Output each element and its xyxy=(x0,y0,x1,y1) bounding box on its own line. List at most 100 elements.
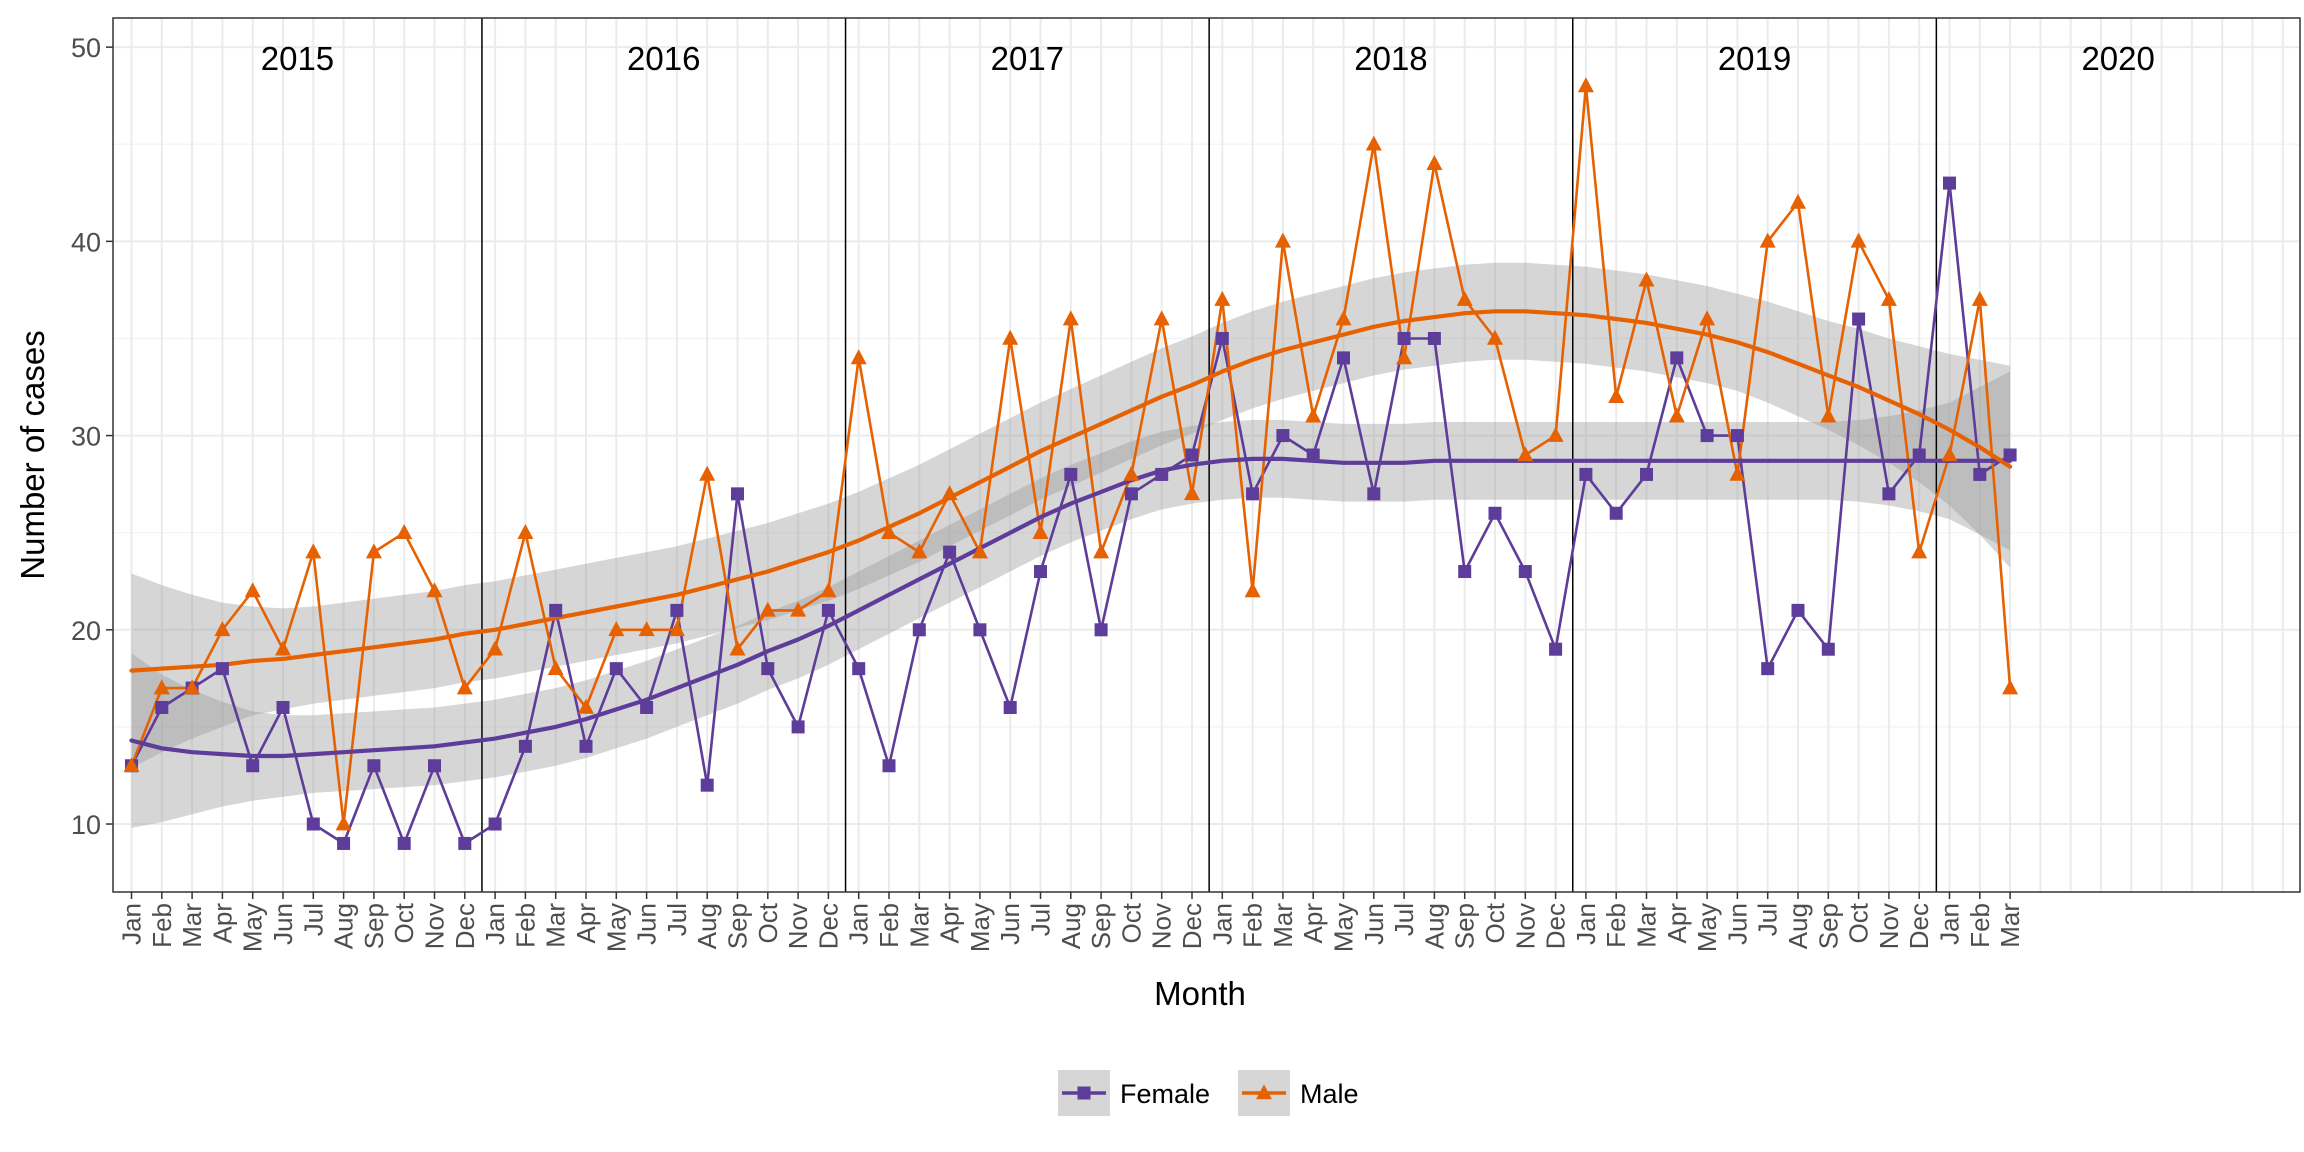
point-male xyxy=(1123,465,1140,481)
point-female xyxy=(1367,487,1381,501)
x-tick-label: Apr xyxy=(207,903,237,944)
point-female xyxy=(155,700,169,714)
x-tick-label: Dec xyxy=(1541,903,1571,949)
facet-label-2018: 2018 xyxy=(1354,40,1427,77)
point-male xyxy=(729,640,746,656)
point-male xyxy=(1214,290,1231,306)
x-tick-label: Oct xyxy=(1480,902,1510,943)
x-tick-label: May xyxy=(1329,903,1359,952)
x-tick-label: Mar xyxy=(904,903,934,948)
point-female xyxy=(1488,506,1502,520)
x-tick-label: Mar xyxy=(1268,903,1298,948)
point-female xyxy=(700,778,714,792)
point-female xyxy=(1943,176,1956,190)
point-male xyxy=(1426,154,1443,170)
x-tick-label: Feb xyxy=(1238,903,1268,948)
point-male xyxy=(1941,446,1958,462)
x-tick-label: Sep xyxy=(359,903,389,949)
point-male xyxy=(668,621,685,637)
point-male xyxy=(790,601,807,617)
point-female xyxy=(1276,429,1290,443)
x-tick-label: Jul xyxy=(662,903,692,936)
point-male xyxy=(1002,329,1019,345)
trend-lines xyxy=(129,309,2013,759)
x-tick-label: Aug xyxy=(329,903,359,949)
facet-label-2020: 2020 xyxy=(2081,40,2154,77)
point-female xyxy=(1549,642,1563,656)
x-tick-label: Jan xyxy=(1207,903,1237,945)
point-male xyxy=(608,621,625,637)
x-tick-label: Feb xyxy=(874,903,904,948)
point-male xyxy=(1911,543,1928,559)
x-tick-label: Apr xyxy=(571,903,601,944)
point-male xyxy=(2002,679,2019,695)
y-tick-label: 10 xyxy=(71,810,101,840)
point-female xyxy=(1306,448,1320,462)
y-axis-title: Number of cases xyxy=(14,330,51,579)
point-female xyxy=(731,487,744,501)
point-male xyxy=(244,582,261,598)
point-male xyxy=(1153,310,1170,326)
facet-label-2015: 2015 xyxy=(261,40,334,77)
legend: Female Male xyxy=(1058,1070,1359,1116)
point-male xyxy=(759,601,776,617)
x-tick-label: Dec xyxy=(450,903,480,949)
point-female xyxy=(1791,603,1805,617)
x-tick-label: Nov xyxy=(420,903,450,949)
point-male xyxy=(426,582,443,598)
x-tick-label: Nov xyxy=(1510,903,1540,949)
x-tick-label: Oct xyxy=(389,902,419,943)
point-female xyxy=(852,662,866,676)
point-male xyxy=(1093,543,1110,559)
x-tick-label: Dec xyxy=(1177,903,1207,949)
x-tick-label: Jun xyxy=(995,903,1025,945)
point-female xyxy=(761,662,775,676)
point-male xyxy=(1547,426,1564,442)
point-male xyxy=(1577,77,1594,93)
x-tick-label: Mar xyxy=(1632,903,1662,948)
point-male xyxy=(396,524,413,539)
point-female xyxy=(1761,662,1775,676)
point-male xyxy=(517,524,534,539)
point-male xyxy=(214,621,231,637)
point-male xyxy=(1517,446,1534,462)
point-male xyxy=(578,698,594,714)
point-female xyxy=(609,662,623,676)
y-tick-label: 50 xyxy=(71,33,101,63)
point-female xyxy=(337,836,351,850)
point-female xyxy=(367,759,381,773)
point-female xyxy=(397,836,411,850)
point-male xyxy=(1820,407,1837,423)
x-tick-label: Apr xyxy=(1662,903,1692,944)
point-male xyxy=(1971,290,1988,306)
point-female xyxy=(1609,506,1623,520)
x-tick-label: May xyxy=(601,903,631,952)
point-female xyxy=(821,603,835,617)
point-female xyxy=(518,739,532,753)
point-female xyxy=(579,739,593,753)
point-male xyxy=(850,349,867,365)
y-tick-label: 30 xyxy=(71,422,101,452)
x-tick-label: Feb xyxy=(1965,903,1995,948)
point-male xyxy=(1880,290,1897,306)
point-male xyxy=(971,543,988,559)
x-tick-label: Nov xyxy=(1874,903,1904,949)
x-tick-label: Mar xyxy=(177,903,207,948)
point-female xyxy=(1064,467,1078,481)
point-female xyxy=(1124,487,1138,501)
point-male xyxy=(638,621,655,637)
point-female xyxy=(640,700,654,714)
point-male xyxy=(1305,407,1322,423)
x-tick-label: Nov xyxy=(783,903,813,949)
x-tick-label: Nov xyxy=(1147,903,1177,949)
x-tick-label: May xyxy=(965,903,995,952)
point-female xyxy=(1185,448,1199,462)
point-female xyxy=(1427,331,1441,345)
point-male xyxy=(1062,310,1079,326)
x-tick-label: Jul xyxy=(1753,903,1783,936)
point-male xyxy=(1729,465,1746,481)
point-female xyxy=(1882,487,1896,501)
point-male xyxy=(1396,349,1413,365)
x-tick-label: Jun xyxy=(1359,903,1389,945)
point-female xyxy=(1640,467,1653,481)
